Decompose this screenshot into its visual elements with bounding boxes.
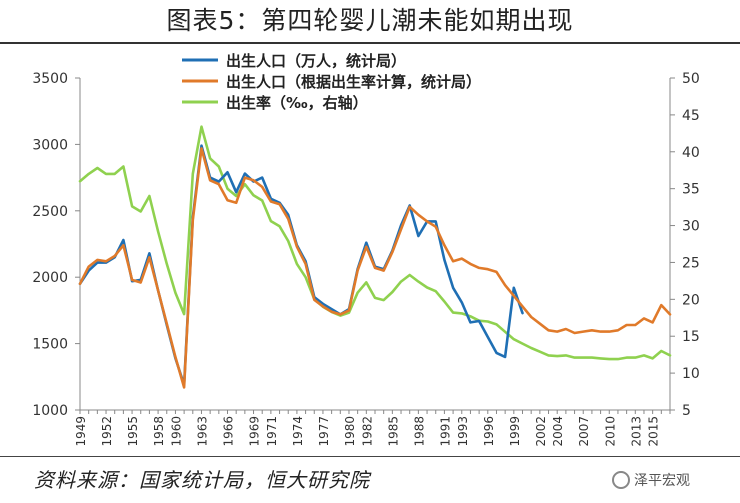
chart-title: 图表5：第四轮婴儿潮未能如期出现 (166, 6, 574, 35)
x-tick-label: 1985 (386, 416, 400, 447)
left-tick-label: 3500 (32, 71, 68, 87)
x-tick-label: 2004 (551, 416, 565, 447)
x-tick-label: 1996 (482, 416, 496, 447)
right-tick-label: 30 (682, 219, 700, 235)
footer-divider (0, 456, 740, 457)
x-tick-label: 1993 (456, 416, 470, 447)
right-tick-label: 35 (682, 182, 700, 198)
watermark-text: 泽平宏观 (634, 473, 690, 489)
series-line-3 (78, 125, 672, 361)
right-tick-label: 20 (682, 292, 700, 308)
left-tick-label: 1000 (32, 403, 68, 419)
legend-label-3: 出生率（‰，右轴） (226, 94, 368, 112)
right-tick-label: 45 (682, 108, 700, 124)
series-line-2 (78, 147, 672, 389)
right-tick-label: 10 (682, 366, 700, 382)
x-tick-label: 2013 (629, 416, 643, 447)
line-chart: 1000 1500 2000 2500 3000 3500 5 10 15 20 25 30 35 40 4… (32, 52, 700, 447)
right-tick-label: 25 (682, 255, 700, 271)
left-tick-label: 2000 (32, 270, 68, 286)
left-tick-label: 2500 (32, 204, 68, 220)
x-tick-label: 1955 (126, 416, 140, 447)
title-divider (0, 42, 740, 44)
left-tick-label: 1500 (32, 337, 68, 353)
legend-label-2: 出生人口（根据出生率计算，统计局） (226, 73, 481, 91)
x-tick-label: 1982 (360, 416, 374, 447)
wechat-watermark-icon (612, 471, 630, 489)
x-tick-label: 2007 (577, 416, 591, 447)
x-tick-label: 1988 (412, 416, 426, 447)
x-tick-label: 1952 (100, 416, 114, 447)
right-tick-label: 40 (682, 145, 700, 161)
x-tick-label: 1991 (438, 416, 452, 447)
x-tick-label: 1974 (291, 416, 305, 447)
x-tick-label: 2010 (603, 416, 617, 447)
right-tick-label: 50 (682, 71, 700, 87)
left-tick-label: 3000 (32, 137, 68, 153)
watermark: 泽平宏观 (612, 470, 690, 490)
x-tick-label: 1977 (317, 416, 331, 447)
source-note: 资料来源：国家统计局，恒大研究院 (34, 468, 370, 492)
right-tick-label: 15 (682, 329, 700, 345)
x-tick-label: 1958 (152, 416, 166, 447)
right-tick-label: 5 (682, 403, 691, 419)
x-tick-label: 1969 (248, 416, 262, 447)
x-tick-label: 1960 (169, 416, 183, 447)
x-tick-label: 1949 (74, 416, 88, 447)
legend-label-1: 出生人口（万人，统计局） (226, 52, 406, 70)
x-tick-label: 2015 (647, 416, 661, 447)
x-tick-label: 1966 (222, 416, 236, 447)
x-tick-label: 1980 (343, 416, 357, 447)
x-tick-label: 1971 (265, 416, 279, 447)
x-tick-label: 1999 (508, 416, 522, 447)
x-tick-label: 2002 (534, 416, 548, 447)
x-tick-label: 1963 (195, 416, 209, 447)
